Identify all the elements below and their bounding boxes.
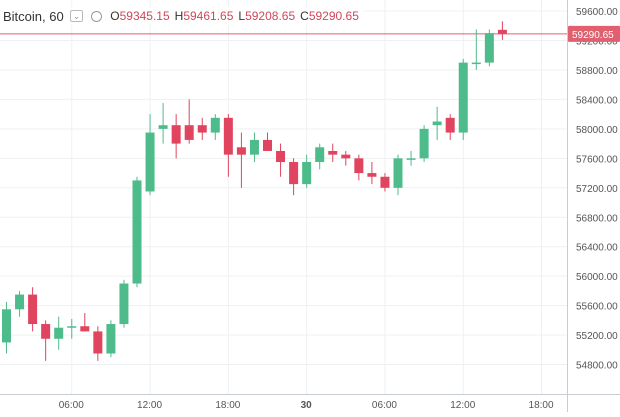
y-tick-label: 56800.00 (576, 213, 618, 224)
candle-body (380, 176, 390, 188)
x-tick-label: 12:00 (450, 400, 475, 411)
x-tick-label: 30 (301, 400, 313, 411)
candle-body (54, 327, 64, 339)
chevron-down-icon[interactable]: ⌄ (69, 10, 84, 22)
candle-body (276, 150, 286, 163)
candle-body (41, 324, 51, 339)
close-label: C (300, 9, 309, 23)
candle-body (458, 62, 468, 133)
x-tick-label: 06:00 (372, 400, 397, 411)
y-tick-label: 56000.00 (576, 272, 618, 283)
candle-body (236, 147, 246, 155)
low-label: L (238, 9, 246, 23)
x-tick-label: 18:00 (529, 400, 554, 411)
y-tick-label: 58000.00 (576, 125, 618, 136)
candle-body (28, 294, 38, 325)
candle-body (249, 139, 259, 155)
candle-body (158, 125, 168, 129)
high-label: H (174, 9, 184, 23)
candle-body (432, 121, 442, 126)
candle-body (367, 173, 377, 177)
candle-body (289, 162, 299, 185)
candle-body (184, 125, 194, 140)
candle-body (223, 117, 233, 155)
candle-body (484, 33, 494, 63)
symbol-title[interactable]: Bitcoin, 60 (3, 8, 64, 24)
high-value: 59461.65 (183, 9, 234, 23)
candle-body (315, 147, 325, 163)
candle-body (67, 326, 77, 328)
y-tick-label: 57600.00 (576, 154, 618, 165)
y-tick-label: 58400.00 (576, 95, 618, 106)
candle-body (210, 117, 220, 133)
y-tick-label: 58800.00 (576, 66, 618, 77)
y-tick-label: 57200.00 (576, 184, 618, 195)
candle-body (263, 139, 272, 151)
x-tick-label: 18:00 (215, 400, 240, 411)
candle-body (197, 125, 207, 133)
candle-body (406, 158, 416, 160)
candle-body (341, 154, 351, 159)
open-value: 59345.15 (119, 9, 170, 23)
x-tick-label: 06:00 (59, 400, 84, 411)
candle-body (80, 326, 90, 332)
candle-body (393, 158, 403, 188)
candle-body (471, 62, 481, 65)
last-price-label: 59290.65 (572, 30, 614, 41)
y-tick-label: 59600.00 (576, 7, 618, 18)
y-tick-label: 56400.00 (576, 243, 618, 254)
candle-body (93, 331, 103, 354)
candle-body (497, 29, 507, 34)
candle-body (445, 117, 455, 133)
y-tick-label: 55200.00 (576, 331, 618, 342)
x-tick-label: 12:00 (137, 400, 162, 411)
last-price-badge (568, 25, 620, 42)
y-tick-label: 59200.00 (576, 37, 618, 48)
candle-body (419, 128, 429, 159)
close-value: 59290.65 (308, 9, 359, 23)
open-label: O (110, 9, 120, 23)
candle-body (354, 158, 364, 174)
candle-body (145, 132, 155, 192)
candle-body (106, 324, 116, 354)
candle-body (2, 309, 11, 343)
visibility-circle-icon[interactable] (91, 10, 103, 22)
candle-body (302, 162, 312, 185)
y-tick-label: 55600.00 (576, 302, 618, 313)
symbol-legend: Bitcoin, 60 ⌄ O 59345.15 H 59461.65 L 59… (3, 7, 364, 25)
low-value: 59208.65 (245, 9, 296, 23)
candle-body (119, 283, 129, 325)
candle-body (171, 125, 181, 144)
candle-body (132, 180, 142, 284)
candle-body (328, 150, 338, 155)
y-tick-label: 54800.00 (576, 361, 618, 372)
candle-body (15, 294, 25, 310)
